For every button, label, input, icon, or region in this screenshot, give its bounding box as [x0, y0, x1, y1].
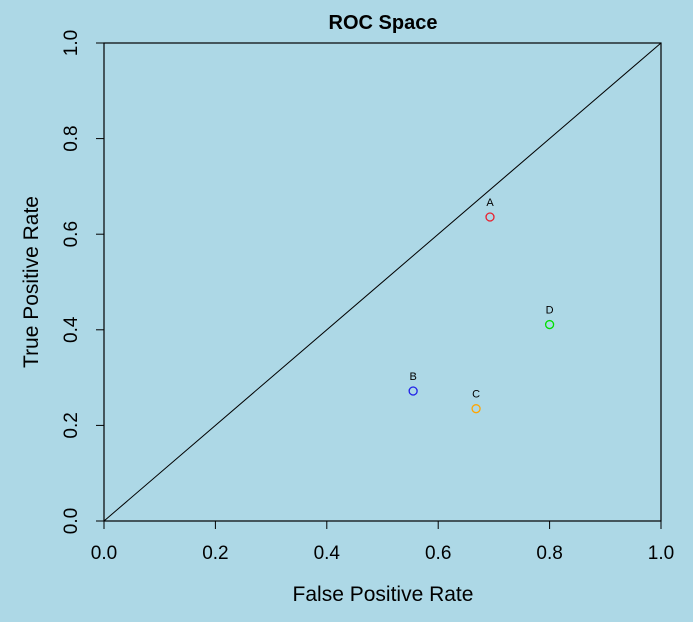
x-tick-label: 1.0: [648, 543, 674, 564]
x-tick-label: 0.8: [536, 543, 562, 564]
y-tick-label: 0.2: [61, 412, 82, 438]
point-label-d: D: [546, 305, 554, 317]
point-c: [471, 404, 481, 414]
y-tick-label: 0.4: [61, 316, 82, 343]
y-tick-label: 0.6: [61, 221, 82, 247]
point-d: [544, 319, 555, 330]
x-tick-label: 0.6: [425, 543, 451, 564]
chart-title: ROC Space: [329, 12, 438, 34]
diagonal-line: [103, 42, 662, 522]
x-axis-label: False Positive Rate: [293, 583, 474, 606]
y-tick-label: 0.0: [61, 508, 82, 534]
x-tick-label: 0.0: [91, 543, 117, 564]
point-label-a: A: [486, 197, 494, 209]
y-tick-label: 1.0: [61, 30, 82, 56]
point-b: [408, 386, 418, 396]
y-axis-label: True Positive Rate: [20, 196, 43, 368]
x-tick-label: 0.4: [314, 543, 341, 564]
x-tick-label: 0.2: [202, 543, 228, 564]
plot-frame: [103, 42, 662, 522]
y-tick-label: 0.8: [61, 125, 82, 151]
point-a: [485, 212, 495, 222]
point-label-c: C: [472, 389, 480, 401]
point-label-b: B: [409, 371, 416, 383]
